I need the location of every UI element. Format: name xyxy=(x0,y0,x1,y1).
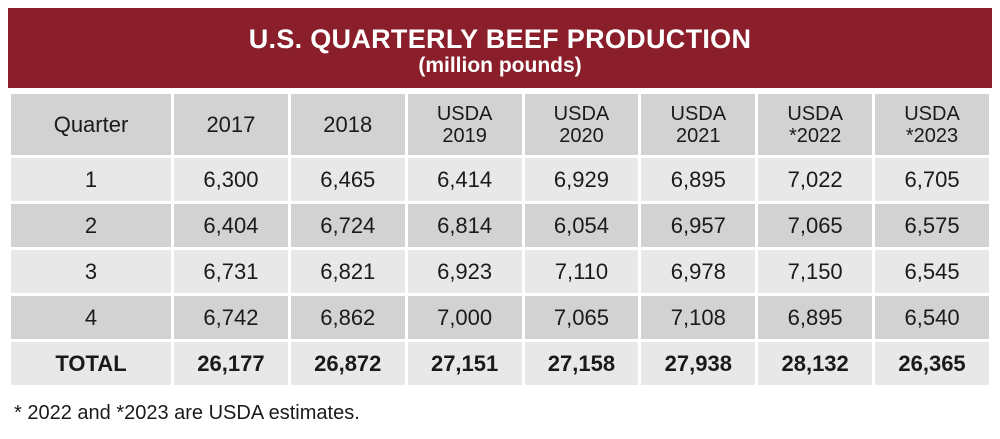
quarter-label: 2 xyxy=(11,204,171,247)
header-row: Quarter 2017 2018 USDA 2019 USDA 2020 USDA 2021 U… xyxy=(11,94,989,155)
column-header: USDA 2021 xyxy=(641,94,756,155)
value-cell: 6,978 xyxy=(641,250,756,293)
title-banner: U.S. QUARTERLY BEEF PRODUCTION (million … xyxy=(8,8,992,88)
table-row: 2 6,404 6,724 6,814 6,054 6,957 7,065 6,575 xyxy=(11,204,989,247)
value-cell: 6,929 xyxy=(524,158,639,201)
value-cell: 6,814 xyxy=(407,204,522,247)
value-cell: 7,110 xyxy=(524,250,639,293)
total-cell: 27,938 xyxy=(641,342,756,385)
value-cell: 7,150 xyxy=(758,250,873,293)
value-cell: 7,108 xyxy=(641,296,756,339)
value-cell: 6,545 xyxy=(875,250,989,293)
quarter-label: 1 xyxy=(11,158,171,201)
column-header-line1: USDA xyxy=(553,102,610,125)
value-cell: 6,731 xyxy=(174,250,288,293)
column-header-line2: *2023 xyxy=(905,124,959,147)
column-header: USDA *2022 xyxy=(758,94,873,155)
footnote: * 2022 and *2023 are USDA estimates. xyxy=(14,402,360,424)
column-header-line2: *2022 xyxy=(789,124,842,147)
value-cell: 7,065 xyxy=(758,204,873,247)
column-header-line1: USDA xyxy=(436,102,493,125)
total-cell: 26,872 xyxy=(290,342,405,385)
total-cell: 28,132 xyxy=(758,342,873,385)
column-header: USDA 2019 xyxy=(407,94,522,155)
quarter-label: 3 xyxy=(11,250,171,293)
value-cell: 6,895 xyxy=(758,296,873,339)
column-header-line1: USDA xyxy=(904,102,960,125)
value-cell: 6,054 xyxy=(524,204,639,247)
total-cell: 26,365 xyxy=(875,342,989,385)
total-row: TOTAL 26,177 26,872 27,151 27,158 27,938 28,13… xyxy=(11,342,989,385)
value-cell: 6,540 xyxy=(875,296,989,339)
column-header: Quarter xyxy=(11,94,171,155)
value-cell: 6,300 xyxy=(174,158,288,201)
value-cell: 6,742 xyxy=(174,296,288,339)
value-cell: 6,895 xyxy=(641,158,756,201)
total-cell: 27,151 xyxy=(407,342,522,385)
value-cell: 6,705 xyxy=(875,158,989,201)
value-cell: 6,862 xyxy=(290,296,405,339)
value-cell: 6,414 xyxy=(407,158,522,201)
column-header-line2: 2019 xyxy=(442,124,487,147)
chart-title: U.S. QUARTERLY BEEF PRODUCTION xyxy=(248,24,752,54)
column-header: 2017 xyxy=(174,94,288,155)
value-cell: 6,404 xyxy=(174,204,288,247)
column-header-line2: 2021 xyxy=(676,124,721,147)
table-row: 1 6,300 6,465 6,414 6,929 6,895 7,022 6,705 xyxy=(11,158,989,201)
quarter-label: 4 xyxy=(11,296,171,339)
value-cell: 6,923 xyxy=(407,250,522,293)
table-row: 4 6,742 6,862 7,000 7,065 7,108 6,895 6,540 xyxy=(11,296,989,339)
table-row: 3 6,731 6,821 6,923 7,110 6,978 7,150 6,545 xyxy=(11,250,989,293)
value-cell: 6,957 xyxy=(641,204,756,247)
column-header: 2018 xyxy=(290,94,405,155)
column-header-line1: USDA xyxy=(787,102,843,125)
value-cell: 7,000 xyxy=(407,296,522,339)
value-cell: 7,065 xyxy=(524,296,639,339)
value-cell: 6,575 xyxy=(875,204,989,247)
column-header: USDA 2020 xyxy=(524,94,639,155)
column-header-line2: 2020 xyxy=(559,124,604,147)
total-label: TOTAL xyxy=(11,342,171,385)
chart-subtitle: (million pounds) xyxy=(418,54,582,77)
value-cell: 6,724 xyxy=(290,204,405,247)
value-cell: 7,022 xyxy=(758,158,873,201)
total-cell: 26,177 xyxy=(174,342,288,385)
value-cell: 6,821 xyxy=(290,250,405,293)
total-cell: 27,158 xyxy=(524,342,639,385)
column-header: USDA *2023 xyxy=(875,94,989,155)
beef-production-table: Quarter 2017 2018 USDA 2019 USDA 2020 USDA 2021 U… xyxy=(8,91,992,388)
value-cell: 6,465 xyxy=(290,158,405,201)
column-header-line1: USDA xyxy=(670,102,727,125)
